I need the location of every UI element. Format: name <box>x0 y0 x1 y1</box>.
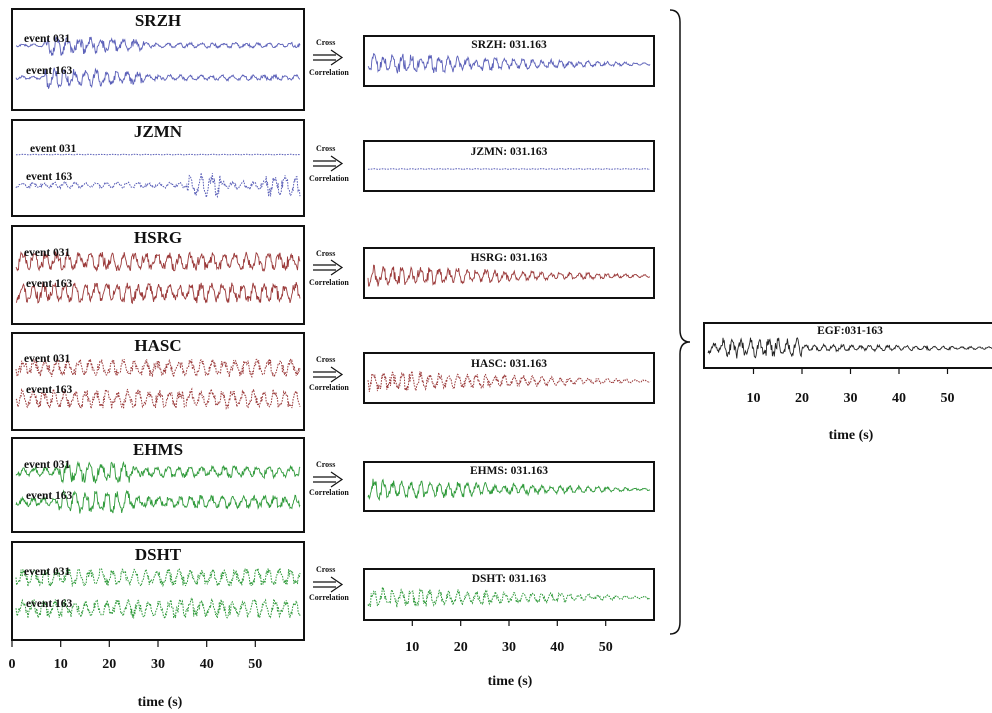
left-tick-label: 30 <box>151 657 165 672</box>
middle-tick-label: 30 <box>502 640 516 655</box>
egf-trace <box>707 337 992 359</box>
seismic-trace-event-163 <box>15 281 301 305</box>
seismic-trace-event-163 <box>15 387 301 411</box>
correlation-label: Correlation <box>309 593 349 602</box>
seismic-trace-event-031 <box>15 358 301 379</box>
event-label-031-ehms: event 031 <box>24 459 71 471</box>
arrow-icon <box>313 49 344 593</box>
left-axis-ticks <box>11 640 256 647</box>
egf-panel-frame <box>703 322 992 369</box>
curly-brace-icon <box>669 9 691 635</box>
cross-correlation-trace <box>367 264 650 287</box>
egf-tick-label: 50 <box>941 391 955 406</box>
egf-axis-title: time (s) <box>829 428 874 443</box>
event-label-031-hasc: event 031 <box>24 353 71 365</box>
middle-axis-ticks <box>411 620 607 626</box>
seismic-trace-event-163 <box>15 172 301 200</box>
seismic-trace-event-031 <box>15 35 301 56</box>
cross-label: Cross <box>316 38 335 47</box>
cross-correlation-trace <box>367 370 651 392</box>
middle-tick-label: 50 <box>599 640 613 655</box>
station-title-hsrg: HSRG <box>134 228 182 247</box>
cross-label: Cross <box>316 249 335 258</box>
left-tick-label: 40 <box>200 657 214 672</box>
egf-tick-label: 40 <box>892 391 906 406</box>
cc-label-hasc: HASC: 031.163 <box>471 358 547 370</box>
left-panel-frame-hasc <box>11 332 305 431</box>
correlation-label: Correlation <box>309 383 349 392</box>
egf-tick-label: 20 <box>795 391 809 406</box>
cross-correlation-arrows: Cross Correlation Cross Correlation Cros… <box>309 38 349 602</box>
station-title-srzh: SRZH <box>135 11 181 30</box>
left-tick-label: 50 <box>248 657 262 672</box>
correlation-label: Correlation <box>309 174 349 183</box>
event-label-163-srzh: event 163 <box>26 65 73 77</box>
waveform-layer <box>15 35 992 621</box>
egf-tick-label: 10 <box>747 391 761 406</box>
left-tick-label: 10 <box>54 657 68 672</box>
event-label-163-ehms: event 163 <box>26 490 73 502</box>
egf-tick-label: 30 <box>844 391 858 406</box>
left-axis-title: time (s) <box>138 695 183 710</box>
cc-label-jzmn: JZMN: 031.163 <box>471 146 548 158</box>
event-label-031-dsht: event 031 <box>24 566 71 578</box>
correlation-label: Correlation <box>309 488 349 497</box>
middle-axis-title: time (s) <box>488 674 533 689</box>
seismic-trace-event-031 <box>15 460 301 484</box>
cross-correlation-trace <box>367 52 651 74</box>
left-panel-frame-jzmn <box>11 119 305 217</box>
event-label-031-srzh: event 031 <box>24 33 71 45</box>
event-label-031-hsrg: event 031 <box>24 247 71 259</box>
left-panel-frame-srzh <box>11 8 305 111</box>
correlation-label: Correlation <box>309 278 349 287</box>
middle-tick-label: 10 <box>405 640 419 655</box>
cross-label: Cross <box>316 355 335 364</box>
cc-label-hsrg: HSRG: 031.163 <box>471 252 548 264</box>
cross-label: Cross <box>316 144 335 153</box>
seismic-trace-event-031 <box>15 567 301 588</box>
middle-column: SRZH: 031.163 JZMN: 031.163 HSRG: 031.16… <box>363 35 655 689</box>
station-title-ehms: EHMS <box>133 440 183 459</box>
seismic-trace-event-163 <box>15 597 301 621</box>
event-label-163-jzmn: event 163 <box>26 171 73 183</box>
cc-panel-frame-hsrg <box>363 247 655 299</box>
correlation-label: Correlation <box>309 68 349 77</box>
cc-panel-frame-jzmn <box>363 140 655 192</box>
cross-correlation-trace <box>367 478 651 502</box>
event-label-031-jzmn: event 031 <box>30 143 77 155</box>
seismic-trace-event-163 <box>15 489 301 514</box>
cc-label-ehms: EHMS: 031.163 <box>470 465 548 477</box>
station-title-hasc: HASC <box>134 336 181 355</box>
seismic-trace-event-031 <box>15 153 301 156</box>
left-tick-label: 20 <box>102 657 116 672</box>
left-panel-frame-hsrg <box>11 225 305 325</box>
egf-axis-ticks <box>752 368 949 374</box>
seismic-trace-event-031 <box>15 251 301 272</box>
seismic-trace-event-163 <box>15 67 301 89</box>
cc-label-dsht: DSHT: 031.163 <box>472 573 547 585</box>
event-label-163-hsrg: event 163 <box>26 278 73 290</box>
cc-panel-frame-srzh <box>363 35 655 87</box>
cc-panel-frame-hasc <box>363 352 655 404</box>
middle-tick-label: 20 <box>454 640 468 655</box>
cross-label: Cross <box>316 565 335 574</box>
cross-correlation-trace <box>367 586 651 608</box>
cc-label-srzh: SRZH: 031.163 <box>471 39 547 51</box>
middle-tick-label: 40 <box>550 640 564 655</box>
station-title-dsht: DSHT <box>135 545 182 564</box>
left-column: SRZH event 031 event 163 JZMN event 031 … <box>9 8 305 710</box>
left-panel-frame-ehms <box>11 437 305 533</box>
cc-panel-frame-ehms <box>363 461 655 512</box>
left-tick-label: 0 <box>9 657 16 672</box>
station-title-jzmn: JZMN <box>134 122 183 141</box>
egf-column: EGF:031-163 10 20 30 40 50 time (s) <box>703 322 992 443</box>
cross-label: Cross <box>316 460 335 469</box>
egf-label: EGF:031-163 <box>817 325 883 337</box>
cross-correlation-trace <box>367 168 650 170</box>
event-label-163-dsht: event 163 <box>26 598 73 610</box>
event-label-163-hasc: event 163 <box>26 384 73 396</box>
